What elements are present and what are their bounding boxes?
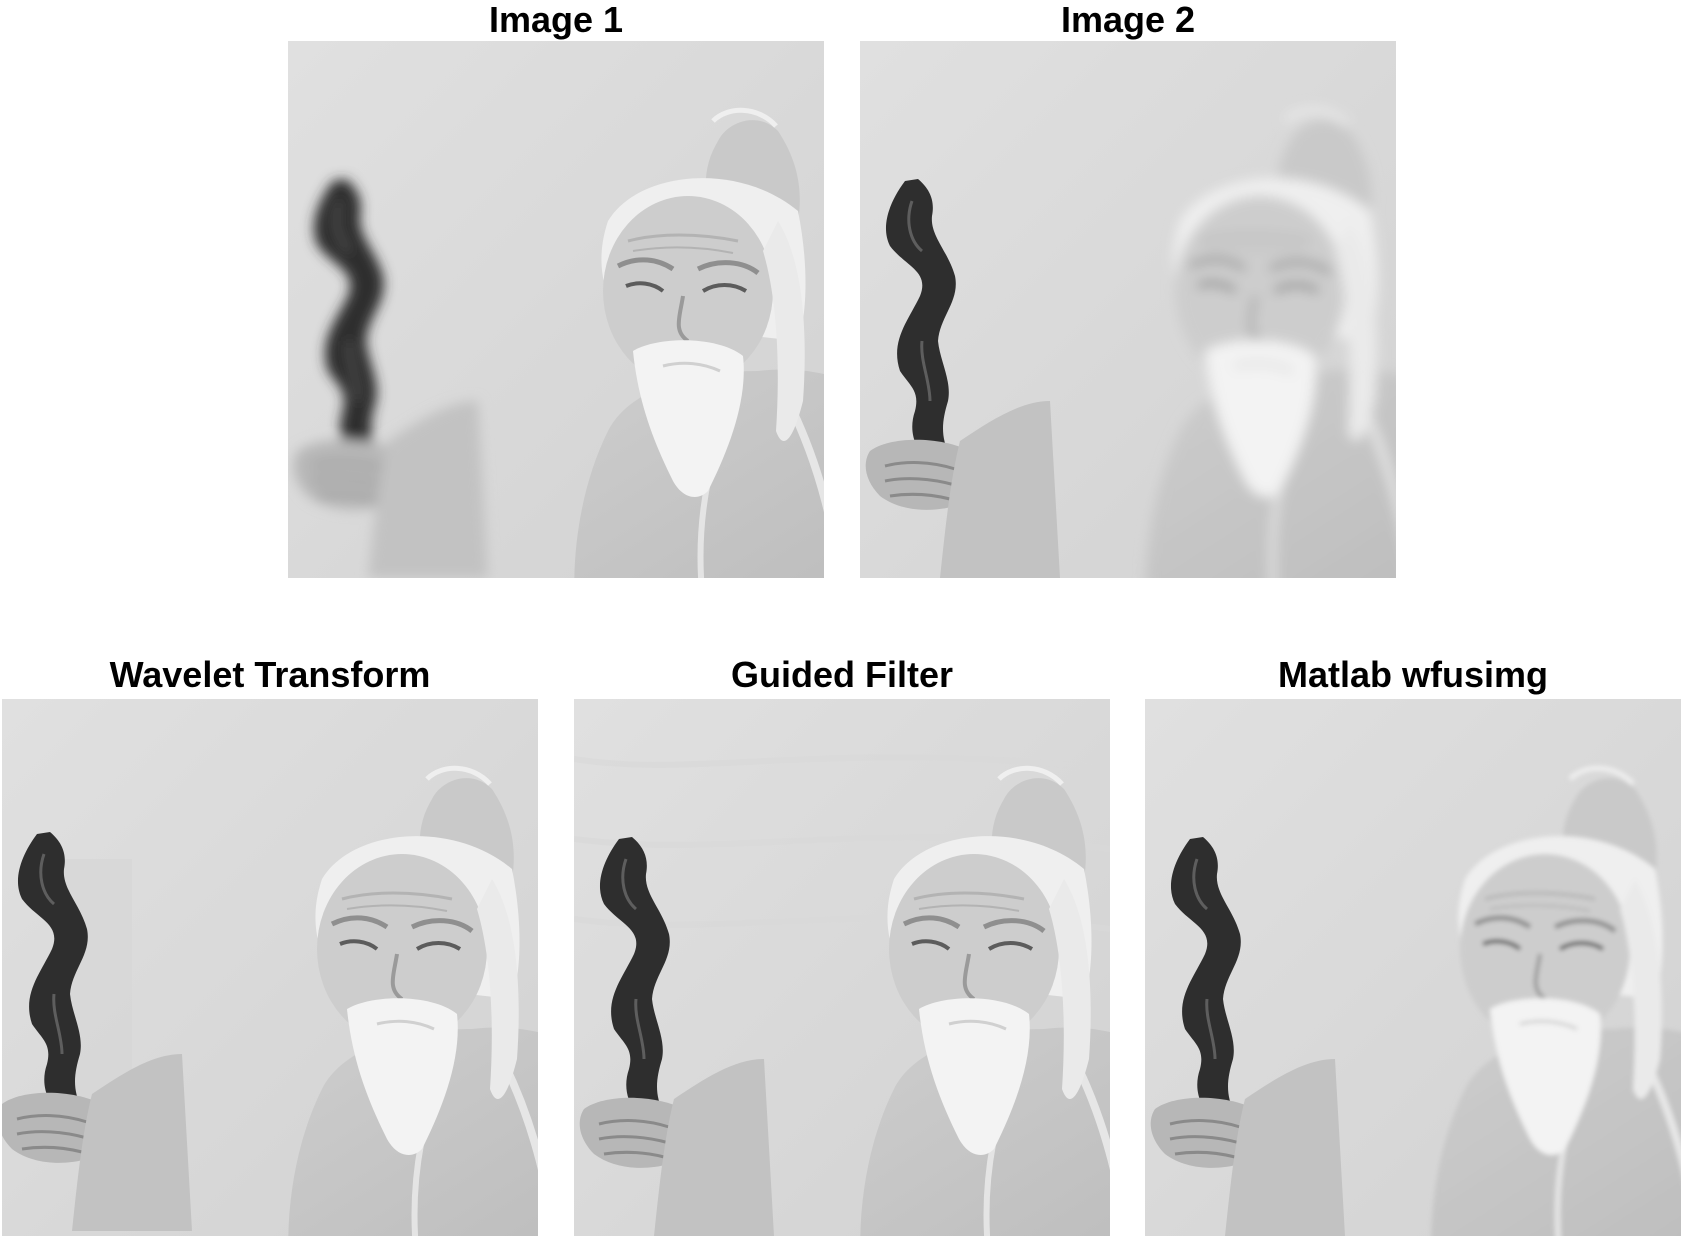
panel-title-guided-filter: Guided Filter [730, 654, 953, 695]
wavelet-transform-photo [2, 699, 538, 1236]
panel-title-image-1: Image 1 [488, 0, 624, 40]
image-1-photo [288, 41, 824, 578]
panel-title-wavelet-transform: Wavelet Transform [109, 654, 431, 695]
panel-title-image-2: Image 2 [1060, 0, 1196, 40]
matlab-wfusimg-photo [1145, 699, 1681, 1236]
panel-title-matlab-wfusimg: Matlab wfusimg [1277, 654, 1549, 695]
guided-filter-photo [574, 699, 1110, 1236]
image-2-photo [860, 41, 1396, 578]
